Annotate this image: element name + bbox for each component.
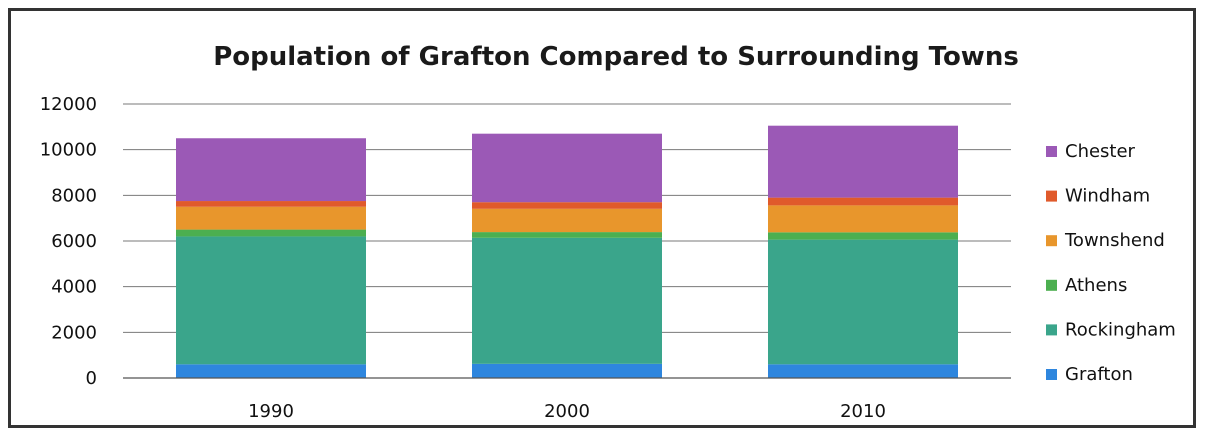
bar-segment-windham-2000 [472, 202, 662, 209]
bar-segment-athens-2010 [768, 232, 958, 239]
chart-frame: Population of Grafton Compared to Surrou… [8, 8, 1196, 428]
legend-swatch-rockingham [1046, 324, 1057, 335]
stacked-bar-chart: Population of Grafton Compared to Surrou… [11, 11, 1193, 425]
y-tick-label: 2000 [51, 322, 97, 343]
bar-segment-athens-1990 [176, 230, 366, 237]
legend-label-athens: Athens [1065, 275, 1127, 296]
x-tick-label: 1990 [248, 401, 294, 422]
legend-swatch-athens [1046, 280, 1057, 291]
bar-segment-townshend-1990 [176, 207, 366, 230]
bar-segment-grafton-2010 [768, 364, 958, 378]
legend: Chester Windham Townshend Athens Rockingham G… [1046, 141, 1176, 385]
bar-segment-windham-1990 [176, 201, 366, 207]
x-tick-label: 2010 [840, 401, 886, 422]
legend-label-chester: Chester [1065, 141, 1136, 162]
bars [176, 126, 958, 378]
legend-swatch-chester [1046, 146, 1057, 157]
legend-label-townshend: Townshend [1064, 230, 1165, 251]
bar-segment-chester-2000 [472, 134, 662, 203]
legend-swatch-windham [1046, 191, 1057, 202]
bar-segment-townshend-2010 [768, 205, 958, 232]
y-tick-label: 12000 [40, 94, 97, 115]
bar-segment-townshend-2000 [472, 209, 662, 232]
bar-segment-windham-2010 [768, 198, 958, 206]
y-tick-label: 10000 [40, 140, 97, 161]
bar-segment-rockingham-2000 [472, 238, 662, 364]
y-tick-label: 6000 [51, 231, 97, 252]
y-tick-label: 8000 [51, 185, 97, 206]
legend-swatch-townshend [1046, 235, 1057, 246]
bar-segment-rockingham-1990 [176, 236, 366, 364]
legend-swatch-grafton [1046, 369, 1057, 380]
bar-segment-athens-2000 [472, 232, 662, 238]
y-tick-label: 0 [86, 368, 97, 389]
x-tick-label: 2000 [544, 401, 590, 422]
legend-label-windham: Windham [1065, 186, 1150, 207]
bar-segment-grafton-2000 [472, 364, 662, 378]
legend-label-grafton: Grafton [1065, 364, 1133, 385]
bar-segment-chester-2010 [768, 126, 958, 198]
y-tick-label: 4000 [51, 277, 97, 298]
bar-segment-grafton-1990 [176, 364, 366, 378]
bar-segment-chester-1990 [176, 138, 366, 201]
chart-title: Population of Grafton Compared to Surrou… [213, 42, 1019, 72]
legend-label-rockingham: Rockingham [1065, 319, 1176, 340]
bar-segment-rockingham-2010 [768, 240, 958, 365]
